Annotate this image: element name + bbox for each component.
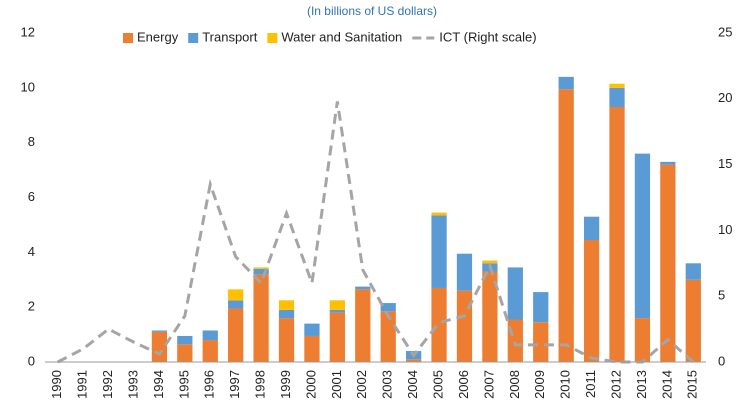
y-tick-label: 10 [21, 79, 35, 94]
bar-segment [507, 319, 523, 362]
bar-segment [177, 335, 193, 345]
bar-segment [660, 161, 676, 165]
bar-segment [228, 300, 244, 309]
y2-tick-label: 20 [718, 90, 732, 105]
y-tick-label: 6 [28, 189, 35, 204]
bar-segment [431, 215, 447, 288]
legend-label: Energy [137, 29, 179, 44]
x-tick-label: 2015 [685, 370, 700, 399]
x-tick-label: 2005 [430, 370, 445, 399]
bar-segment [355, 289, 371, 362]
bar-segment [533, 292, 549, 323]
bar-segment [202, 330, 218, 341]
x-tick-label: 2012 [608, 370, 623, 399]
y2-tick-label: 10 [718, 222, 732, 237]
y-tick-label: 2 [28, 299, 35, 314]
bar-segment [609, 87, 625, 108]
x-tick-label: 1990 [49, 370, 64, 399]
x-tick-label: 1997 [227, 370, 242, 399]
bar-segment [634, 318, 651, 362]
bar-segment [431, 287, 447, 362]
bar-segment [482, 260, 498, 264]
x-tick-label: 2006 [456, 370, 471, 399]
x-tick-label: 1992 [100, 370, 115, 399]
bar-segment [558, 89, 574, 363]
bar-segment [431, 212, 447, 216]
bar-segment [253, 267, 269, 269]
x-tick-label: 2014 [659, 370, 674, 399]
x-tick-label: 2001 [329, 370, 344, 399]
x-tick-label: 2013 [634, 370, 649, 399]
bar-segment [609, 107, 625, 363]
bar-segment [202, 340, 218, 362]
legend-label: ICT (Right scale) [439, 29, 536, 44]
x-tick-label: 2007 [481, 370, 496, 399]
legend-swatch [123, 33, 133, 43]
bar-segment [278, 300, 295, 310]
x-tick-label: 1994 [151, 370, 166, 399]
bar-segment [380, 303, 396, 312]
bar-segment [355, 286, 371, 290]
y-tick-label: 0 [28, 353, 35, 368]
bar-segment [685, 263, 701, 280]
bar-segment [329, 300, 345, 310]
y2-tick-label: 15 [718, 156, 732, 171]
bar-segment [329, 309, 345, 313]
y-tick-label: 8 [28, 134, 35, 149]
bar-segment [177, 344, 193, 362]
x-tick-label: 1998 [253, 370, 268, 399]
bar-segment [558, 76, 574, 90]
bar-segment [533, 322, 549, 362]
x-tick-label: 2010 [558, 370, 573, 399]
x-tick-label: 1996 [202, 370, 217, 399]
chart-subtitle: (In billions of US dollars) [307, 4, 437, 18]
bar-segment [685, 279, 701, 362]
y2-tick-label: 0 [718, 353, 725, 368]
x-tick-label: 2011 [583, 370, 598, 398]
bar-segment [634, 153, 651, 319]
x-tick-label: 1993 [125, 370, 140, 399]
bar-segment [278, 318, 295, 362]
bar-segment [380, 311, 396, 362]
x-tick-label: 2000 [303, 370, 318, 399]
bar-segment [609, 83, 625, 88]
bar-segment [228, 289, 244, 301]
x-tick-label: 1999 [278, 370, 293, 399]
bar-segment [507, 267, 523, 320]
bar-segment [278, 309, 295, 319]
bar-segment [406, 359, 422, 362]
y-tick-label: 12 [21, 24, 35, 39]
bar-segment [456, 253, 473, 291]
x-tick-label: 2008 [507, 370, 522, 399]
x-tick-label: 2004 [405, 370, 420, 399]
legend-swatch [188, 33, 199, 43]
bar-segment [151, 330, 168, 332]
legend-label: Water and Sanitation [281, 29, 402, 44]
y2-tick-label: 25 [718, 24, 732, 39]
x-tick-label: 1991 [75, 370, 90, 399]
x-tick-label: 1995 [176, 370, 191, 399]
bar-segment [482, 271, 498, 362]
bar-segment [253, 268, 269, 275]
y-tick-label: 4 [28, 244, 35, 259]
bar-segment [329, 312, 345, 362]
bar-segment [583, 239, 600, 362]
x-tick-label: 2002 [354, 370, 369, 399]
bar-segment [228, 308, 244, 362]
bar-segment [660, 164, 676, 362]
bar-segment [583, 216, 600, 240]
x-tick-label: 2009 [532, 370, 547, 399]
bar-segment [304, 323, 320, 336]
bar-segment [456, 290, 473, 362]
bar-segment [253, 274, 269, 362]
bar-segment [304, 335, 320, 362]
legend-swatch [267, 33, 278, 43]
y2-tick-label: 5 [718, 288, 725, 303]
legend-label: Transport [202, 29, 258, 44]
x-tick-label: 2003 [380, 370, 395, 399]
bar-segment [151, 331, 168, 362]
